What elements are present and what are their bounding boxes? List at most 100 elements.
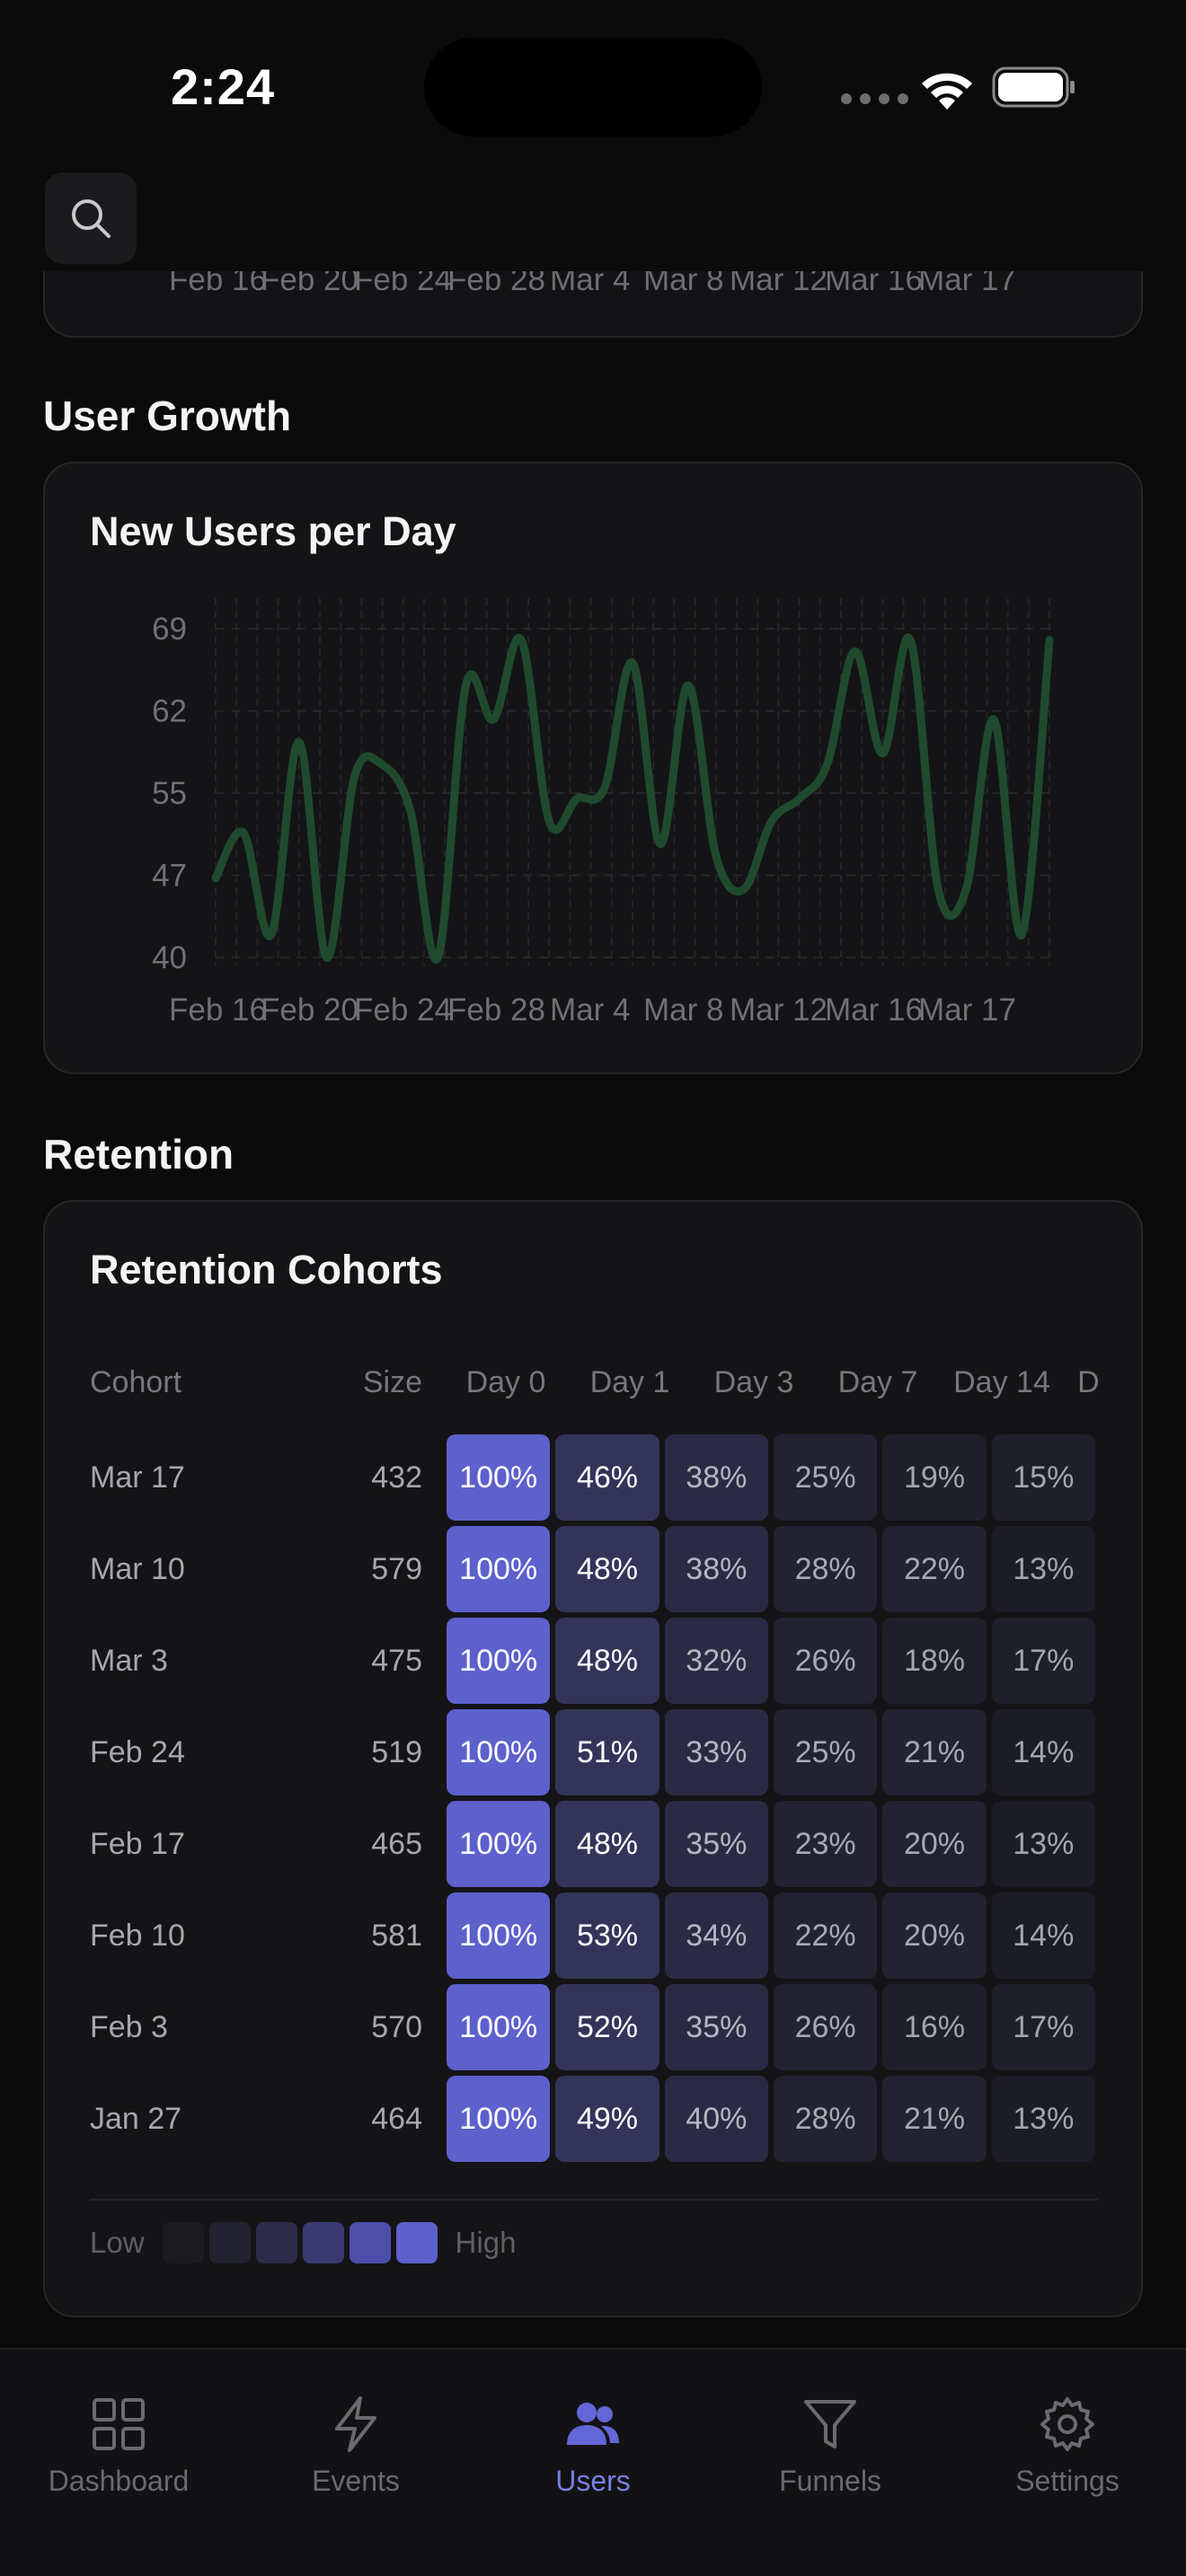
column-header: Day 30 <box>1077 1364 1098 1399</box>
x-tick-label: Mar 12 <box>730 992 828 1028</box>
y-tick-label: 62 <box>152 694 187 729</box>
retention-cell: 53% <box>555 1892 659 1979</box>
cohort-row: Mar 3 475 100% 48% 32% 26% 18% 17% <box>90 1615 1098 1707</box>
cohort-row: Feb 3 570 100% 52% 35% 26% 16% 17% <box>90 1981 1098 2073</box>
retention-card-title: Retention Cohorts <box>90 1247 443 1292</box>
retention-cell: 13% <box>991 1526 1095 1612</box>
retention-cell: 26% <box>773 1618 878 1704</box>
retention-cell: 100% <box>447 2076 551 2162</box>
wifi-icon <box>922 73 972 110</box>
legend-swatch <box>349 2222 391 2263</box>
retention-cell: 18% <box>882 1618 987 1704</box>
cohort-row: Feb 17 465 100% 48% 35% 23% 20% 13% <box>90 1798 1098 1890</box>
users-icon <box>567 2403 619 2445</box>
column-header: Day 14 <box>953 1364 1050 1399</box>
y-tick-label: 55 <box>152 776 187 811</box>
cohort-row: Feb 10 581 100% 53% 34% 22% 20% 14% <box>90 1890 1098 1981</box>
y-tick-label: 69 <box>152 612 187 647</box>
retention-cell: 100% <box>447 1434 551 1521</box>
retention-cell: 100% <box>447 1984 551 2070</box>
cohort-size: 519 <box>371 1734 422 1769</box>
bottom-tab-bar: Dashboard Events Users Funnels Settings <box>0 2348 1186 2576</box>
cohort-row: Jan 27 464 100% 49% 40% 28% 21% 13% <box>90 2073 1098 2165</box>
retention-cell: 48% <box>555 1526 659 1612</box>
legend-low-label: Low <box>90 2226 145 2259</box>
x-tick-label: Mar 4 <box>550 992 630 1028</box>
gear-icon <box>1040 2397 1094 2451</box>
bolt-icon <box>335 2396 376 2452</box>
tab-settings[interactable]: Settings <box>960 2350 1175 2576</box>
cohort-label: Mar 3 <box>90 1643 168 1678</box>
column-header: Day 1 <box>589 1364 670 1399</box>
new-users-chart-card: New Users per Day 69 62 55 47 40 Feb 16 Feb 20… <box>43 462 1143 1074</box>
retention-cell: 25% <box>773 1434 878 1521</box>
legend-swatch <box>162 2222 204 2263</box>
retention-cell: 14% <box>991 1709 1095 1795</box>
cohort-row: Mar 10 579 100% 48% 38% 28% 22% 13% <box>90 1523 1098 1615</box>
tab-dashboard[interactable]: Dashboard <box>11 2350 226 2576</box>
filter-icon <box>804 2400 856 2448</box>
tab-funnels[interactable]: Funnels <box>722 2350 938 2576</box>
search-icon <box>72 199 111 238</box>
legend-swatch <box>208 2222 251 2263</box>
retention-cell: 100% <box>447 1709 551 1795</box>
section-title-user-growth: User Growth <box>43 393 292 439</box>
tab-users[interactable]: Users <box>485 2350 701 2576</box>
tab-label: Funnels <box>779 2465 881 2497</box>
retention-cell: 26% <box>773 1984 878 2070</box>
retention-cell: 100% <box>447 1892 551 1979</box>
cohort-size: 579 <box>371 1551 422 1586</box>
retention-cell: 21% <box>882 2076 987 2162</box>
retention-cell: 40% <box>664 2076 768 2162</box>
cohort-size: 581 <box>371 1918 422 1953</box>
retention-cell: 21% <box>882 1709 987 1795</box>
column-header: Day 3 <box>713 1364 794 1399</box>
battery-icon <box>992 66 1075 108</box>
grid-icon <box>93 2398 145 2450</box>
cohort-size: 570 <box>371 2009 422 2044</box>
retention-cell: 34% <box>664 1892 768 1979</box>
column-header: Day 0 <box>465 1364 546 1399</box>
x-tick-label: Mar 16 <box>825 992 923 1028</box>
search-button[interactable] <box>45 172 137 264</box>
retention-cell: 51% <box>555 1709 659 1795</box>
retention-cell: 23% <box>773 1801 878 1887</box>
tab-label: Settings <box>1015 2465 1120 2497</box>
retention-cell: 22% <box>773 1892 878 1979</box>
retention-cell: 32% <box>664 1618 768 1704</box>
cohort-row: Feb 24 519 100% 51% 33% 25% 21% 14% <box>90 1707 1098 1798</box>
retention-cell: 48% <box>555 1618 659 1704</box>
x-tick-label: Mar 8 <box>643 992 723 1028</box>
cohort-size: 475 <box>371 1643 422 1678</box>
cellular-signal-icon <box>841 93 908 104</box>
retention-cell: 28% <box>773 2076 878 2162</box>
retention-cell: 20% <box>882 1801 987 1887</box>
retention-cell: 22% <box>882 1526 987 1612</box>
legend-high-label: High <box>455 2226 517 2259</box>
cohort-label: Jan 27 <box>90 2101 182 2136</box>
retention-cell: 52% <box>555 1984 659 2070</box>
x-tick-label: Feb 20 <box>261 992 358 1028</box>
retention-cell: 33% <box>664 1709 768 1795</box>
cohort-label: Feb 24 <box>90 1734 185 1769</box>
y-tick-label: 40 <box>152 940 187 975</box>
series-line-new-users <box>211 633 1054 964</box>
retention-cell: 14% <box>991 1892 1095 1979</box>
retention-cell: 38% <box>664 1526 768 1612</box>
tab-events[interactable]: Events <box>248 2350 464 2576</box>
retention-legend: Low High <box>90 2199 1098 2263</box>
column-header: Size <box>362 1364 422 1399</box>
status-time: 2:24 <box>171 58 276 115</box>
dynamic-island <box>424 38 762 137</box>
cohort-label: Feb 3 <box>90 2009 168 2044</box>
retention-cell: 13% <box>991 1801 1095 1887</box>
header-band <box>0 171 1186 271</box>
retention-cell: 19% <box>882 1434 987 1521</box>
retention-cell: 35% <box>664 1984 768 2070</box>
column-header: Cohort <box>90 1364 182 1399</box>
retention-cell: 35% <box>664 1801 768 1887</box>
retention-cell: 49% <box>555 2076 659 2162</box>
legend-swatch <box>302 2222 344 2263</box>
cohort-label: Feb 17 <box>90 1826 185 1861</box>
tab-label: Dashboard <box>48 2465 190 2497</box>
